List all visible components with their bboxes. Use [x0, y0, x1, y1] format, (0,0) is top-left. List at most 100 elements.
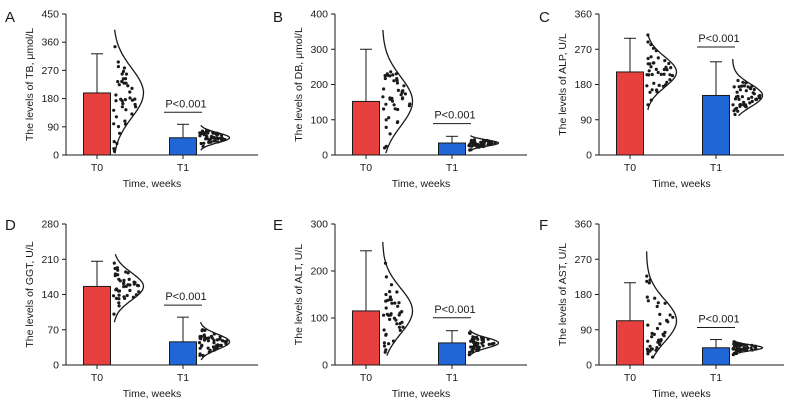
data-point-T1 [221, 138, 225, 142]
data-point-T0 [114, 288, 118, 292]
data-point-T0 [384, 292, 388, 297]
data-point-T1 [735, 106, 739, 110]
data-point-T1 [732, 109, 736, 113]
data-point-T0 [117, 297, 121, 301]
y-axis-title: The levels of ALP, U/L [557, 33, 569, 136]
x-axis-title: Time, weeks [392, 178, 451, 190]
data-point-T0 [389, 70, 393, 74]
y-tick-label: 200 [310, 266, 328, 278]
y-tick-label: 270 [41, 65, 59, 77]
data-point-T0 [646, 56, 650, 61]
panel-letter: B [273, 9, 283, 26]
data-point-T0 [116, 65, 120, 69]
x-tick-label-T0: T0 [360, 162, 372, 174]
data-point-T0 [384, 333, 388, 337]
x-tick-label-T1: T1 [710, 372, 722, 384]
distribution-curve-T0 [382, 241, 414, 356]
data-point-T1 [197, 341, 202, 345]
y-tick-label: 400 [310, 9, 328, 21]
data-point-T1 [201, 353, 205, 358]
data-point-T0 [654, 67, 658, 71]
data-point-T0 [124, 108, 128, 112]
data-point-T0 [669, 66, 673, 70]
data-point-T1 [202, 141, 206, 145]
data-point-T0 [125, 293, 129, 298]
bar-T1 [438, 342, 466, 366]
p-value-annotation: P<0.001 [165, 98, 206, 110]
data-point-T0 [401, 325, 405, 329]
bar-T0 [616, 71, 644, 156]
data-point-T0 [112, 140, 116, 144]
data-point-T0 [383, 261, 388, 265]
data-point-T1 [732, 340, 736, 344]
data-point-T1 [477, 345, 481, 349]
data-point-T0 [646, 352, 650, 356]
data-point-T1 [472, 344, 477, 348]
data-point-T0 [389, 283, 394, 287]
data-point-T1 [206, 339, 210, 343]
distribution-curve-T1 [732, 58, 764, 117]
data-point-T0 [124, 72, 129, 76]
data-point-T0 [649, 65, 653, 69]
data-point-T0 [649, 98, 653, 102]
data-point-T0 [382, 341, 386, 345]
y-tick-label: 0 [586, 150, 592, 162]
data-point-T1 [219, 343, 223, 347]
data-point-T0 [646, 33, 650, 37]
y-tick-label: 0 [53, 360, 59, 372]
data-point-T1 [754, 347, 758, 351]
data-point-T1 [198, 353, 202, 357]
data-point-T0 [134, 293, 138, 297]
data-point-T0 [115, 266, 119, 270]
y-tick-label: 90 [47, 121, 59, 133]
data-point-T0 [387, 342, 391, 346]
data-point-T0 [111, 294, 116, 298]
data-point-T0 [663, 301, 667, 305]
data-point-T0 [124, 270, 128, 274]
data-point-T1 [732, 85, 736, 89]
data-point-T0 [646, 339, 650, 343]
bar-T0 [83, 285, 111, 366]
data-point-T0 [668, 78, 672, 82]
data-point-T1 [469, 148, 473, 152]
data-point-T0 [645, 279, 649, 283]
data-point-T0 [130, 86, 134, 90]
data-point-T0 [671, 315, 675, 319]
data-point-T0 [126, 271, 130, 275]
distribution-curve-T0 [382, 29, 414, 154]
data-point-T0 [652, 332, 656, 336]
y-tick-label: 360 [41, 37, 59, 49]
data-point-T0 [112, 312, 116, 316]
x-tick-label-T0: T0 [624, 162, 636, 174]
x-tick-label-T1: T1 [710, 162, 722, 174]
y-axis-title: The levels of TB, μmol/L [24, 28, 36, 141]
data-point-T0 [407, 104, 411, 108]
data-point-T0 [382, 344, 387, 348]
data-point-T0 [393, 107, 397, 111]
distribution-curve-T0 [113, 29, 145, 154]
data-point-T0 [654, 49, 658, 53]
y-tick-label: 140 [41, 289, 59, 301]
data-point-T0 [113, 45, 117, 49]
data-point-T0 [128, 96, 132, 100]
data-point-T0 [388, 132, 392, 136]
data-point-T0 [123, 119, 127, 123]
data-point-T0 [127, 277, 131, 281]
data-point-T0 [652, 81, 656, 85]
data-point-T0 [382, 107, 386, 111]
data-point-T0 [661, 332, 665, 336]
data-point-T1 [479, 141, 484, 146]
data-point-T0 [121, 77, 125, 81]
data-point-T0 [128, 90, 132, 94]
data-point-T0 [383, 74, 387, 78]
data-point-T0 [133, 102, 137, 107]
data-point-T1 [212, 338, 216, 342]
data-point-T0 [112, 147, 116, 151]
chart-panel-F: F 0 90 180 270 360 The levels of AST, U/L T0 T1 T… [539, 217, 784, 400]
data-point-T1 [742, 84, 747, 88]
y-tick-label: 200 [310, 79, 328, 91]
data-point-T1 [739, 342, 743, 346]
distribution-curve-T1 [468, 135, 500, 152]
data-point-T1 [476, 337, 480, 341]
y-tick-label: 280 [41, 219, 59, 231]
